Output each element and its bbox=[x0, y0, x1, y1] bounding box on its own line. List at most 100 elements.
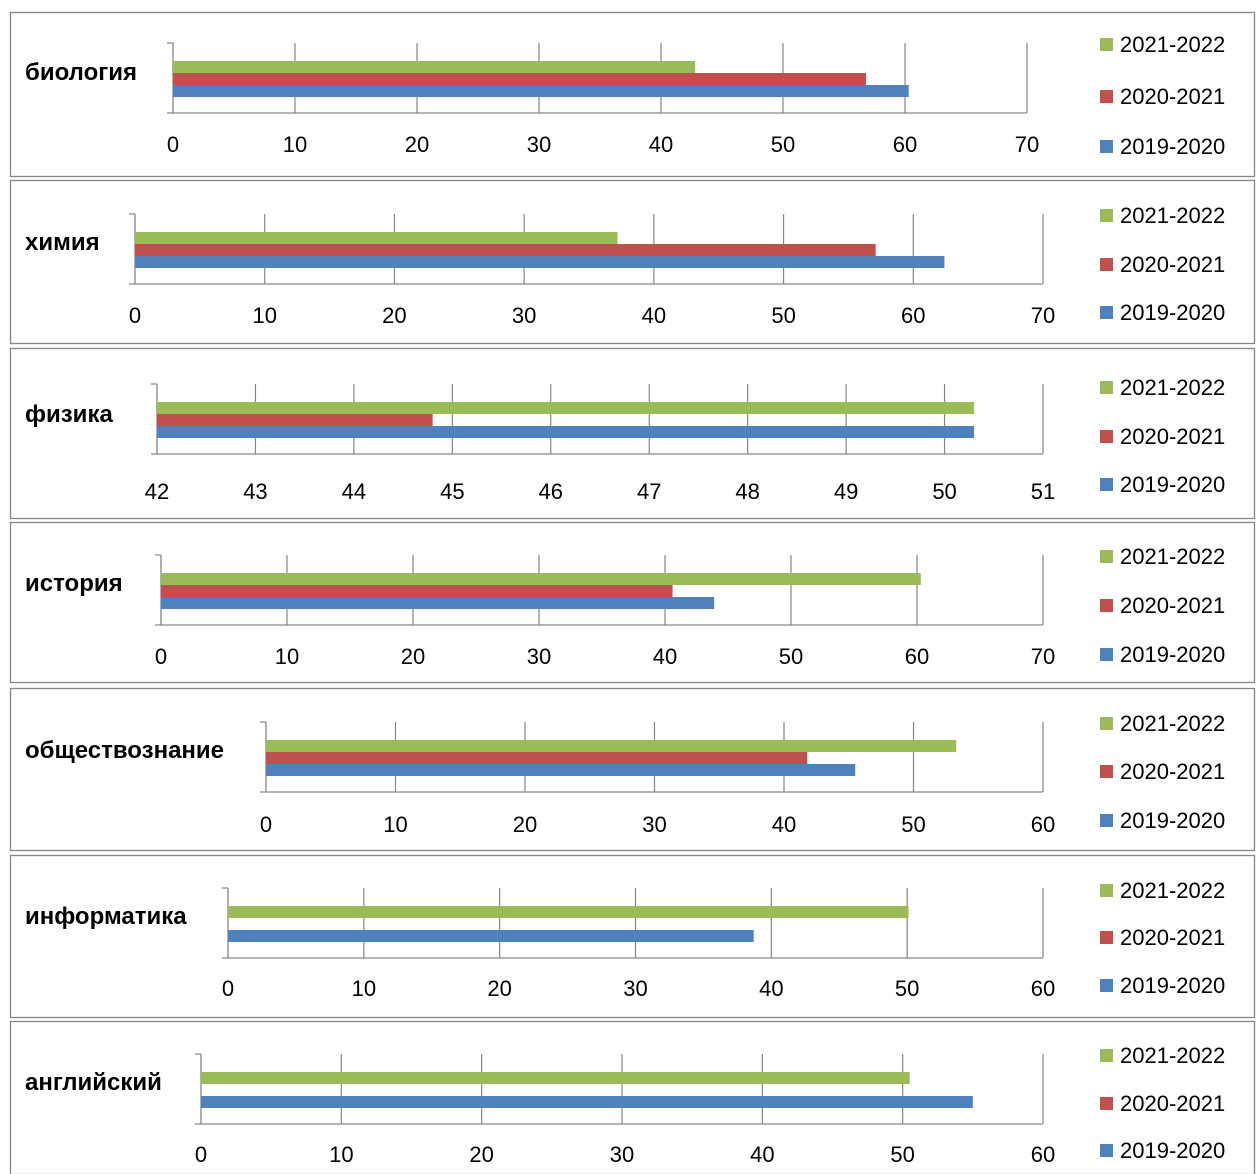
chart-panel-4: 0 10 20 30 40 50 60 70 история 2021-2022 2020-2021… bbox=[9, 521, 1256, 684]
chart-panel-6: 0 10 20 30 40 50 60 информатика 2021-2022 2020-20… bbox=[9, 854, 1256, 1019]
bar-2021-2022 bbox=[135, 232, 618, 244]
category-label: история bbox=[25, 570, 123, 597]
legend-swatch bbox=[1100, 381, 1113, 394]
legend-label: 2021-2022 bbox=[1120, 544, 1225, 569]
bar-2020-2021 bbox=[266, 752, 808, 764]
legend-swatch bbox=[1100, 430, 1113, 443]
chart-panel-2: 0 10 20 30 40 50 60 70 химия 2021-2022 2020-2021 20… bbox=[9, 179, 1256, 345]
legend-swatch bbox=[1100, 38, 1113, 51]
tick-label: 49 bbox=[834, 479, 858, 504]
tick-label: 40 bbox=[772, 812, 796, 837]
bar-2021-2022 bbox=[157, 402, 975, 414]
tick-label: 10 bbox=[275, 644, 299, 669]
tick-label: 43 bbox=[243, 479, 267, 504]
tick-label: 60 bbox=[1031, 1142, 1055, 1167]
bar-2019-2020 bbox=[201, 1096, 973, 1108]
tick-label: 30 bbox=[527, 132, 551, 157]
tick-label: 30 bbox=[623, 976, 647, 1001]
tick-label: 50 bbox=[890, 1142, 914, 1167]
tick-label: 0 bbox=[260, 812, 272, 837]
legend-swatch bbox=[1100, 765, 1113, 778]
legend-label: 2019-2020 bbox=[1120, 134, 1225, 159]
legend-label: 2021-2022 bbox=[1120, 711, 1225, 736]
tick-label: 20 bbox=[382, 303, 406, 328]
chart-panel-5: 0 10 20 30 40 50 60 обществознание 2021-2022 2020… bbox=[9, 687, 1256, 852]
legend-label: 2020-2021 bbox=[1120, 252, 1225, 277]
legend-swatch bbox=[1100, 1144, 1113, 1157]
tick-label: 60 bbox=[905, 644, 929, 669]
bar-2021-2022 bbox=[173, 61, 696, 73]
legend-swatch bbox=[1100, 648, 1113, 661]
legend-label: 2021-2022 bbox=[1120, 878, 1225, 903]
bar-2019-2020 bbox=[228, 930, 754, 942]
bar-2021-2022 bbox=[266, 740, 957, 752]
tick-label: 60 bbox=[1031, 812, 1055, 837]
tick-label: 10 bbox=[383, 812, 407, 837]
legend-swatch bbox=[1100, 258, 1113, 271]
tick-label: 40 bbox=[759, 976, 783, 1001]
legend-label: 2021-2022 bbox=[1120, 32, 1225, 57]
legend-swatch bbox=[1100, 717, 1113, 730]
legend-label: 2019-2020 bbox=[1120, 300, 1225, 325]
legend-swatch bbox=[1100, 90, 1113, 103]
legend-label: 2020-2021 bbox=[1120, 84, 1225, 109]
legend-label: 2019-2020 bbox=[1120, 472, 1225, 497]
tick-label: 0 bbox=[222, 976, 234, 1001]
bar-2019-2020 bbox=[266, 764, 856, 776]
tick-label: 70 bbox=[1031, 644, 1055, 669]
legend-label: 2019-2020 bbox=[1120, 642, 1225, 667]
tick-label: 40 bbox=[642, 303, 666, 328]
legend-label: 2021-2022 bbox=[1120, 375, 1225, 400]
tick-label: 42 bbox=[145, 479, 169, 504]
chart-panel-1: 0 10 20 30 40 50 60 70 биология 2021-2022 2020-202… bbox=[9, 11, 1256, 178]
tick-label: 10 bbox=[329, 1142, 353, 1167]
legend-swatch bbox=[1100, 1097, 1113, 1110]
legend-swatch bbox=[1100, 814, 1113, 827]
bar-2019-2020 bbox=[161, 597, 715, 609]
tick-label: 10 bbox=[352, 976, 376, 1001]
bar-2020-2021 bbox=[173, 73, 866, 85]
tick-label: 40 bbox=[653, 644, 677, 669]
tick-label: 70 bbox=[1015, 132, 1039, 157]
legend-swatch bbox=[1100, 931, 1113, 944]
category-label: биология bbox=[25, 59, 137, 86]
legend-label: 2020-2021 bbox=[1120, 593, 1225, 618]
tick-label: 45 bbox=[440, 479, 464, 504]
legend-label: 2020-2021 bbox=[1120, 759, 1225, 784]
bar-2021-2022 bbox=[161, 573, 921, 585]
bar-2020-2021 bbox=[135, 244, 876, 256]
tick-label: 20 bbox=[513, 812, 537, 837]
category-label: физика bbox=[25, 401, 113, 428]
tick-label: 48 bbox=[735, 479, 759, 504]
tick-label: 0 bbox=[167, 132, 179, 157]
tick-label: 30 bbox=[610, 1142, 634, 1167]
tick-label: 60 bbox=[1031, 976, 1055, 1001]
tick-label: 0 bbox=[195, 1142, 207, 1167]
tick-label: 10 bbox=[283, 132, 307, 157]
bar-2019-2020 bbox=[135, 256, 945, 268]
legend-label: 2019-2020 bbox=[1120, 973, 1225, 998]
legend-swatch bbox=[1100, 979, 1113, 992]
category-label: английский bbox=[25, 1069, 162, 1096]
bar-2019-2020 bbox=[157, 426, 975, 438]
bar-2020-2021 bbox=[161, 585, 673, 597]
tick-label: 60 bbox=[901, 303, 925, 328]
tick-label: 20 bbox=[487, 976, 511, 1001]
legend-label: 2019-2020 bbox=[1120, 808, 1225, 833]
legend-label: 2021-2022 bbox=[1120, 1043, 1225, 1068]
tick-label: 50 bbox=[895, 976, 919, 1001]
tick-label: 47 bbox=[637, 479, 661, 504]
category-label: химия bbox=[25, 229, 100, 256]
tick-label: 30 bbox=[527, 644, 551, 669]
tick-label: 10 bbox=[252, 303, 276, 328]
legend-label: 2020-2021 bbox=[1120, 1091, 1225, 1116]
legend-label: 2020-2021 bbox=[1120, 925, 1225, 950]
tick-label: 70 bbox=[1031, 303, 1055, 328]
tick-label: 44 bbox=[342, 479, 366, 504]
legend-swatch bbox=[1100, 550, 1113, 563]
tick-label: 20 bbox=[469, 1142, 493, 1167]
tick-label: 46 bbox=[539, 479, 563, 504]
tick-label: 40 bbox=[750, 1142, 774, 1167]
tick-label: 50 bbox=[779, 644, 803, 669]
category-label: обществознание bbox=[25, 737, 224, 764]
